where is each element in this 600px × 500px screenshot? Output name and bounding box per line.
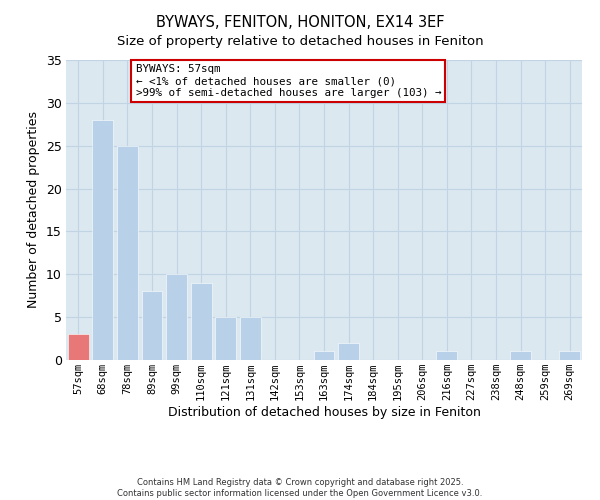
Bar [68, 334, 89, 360]
Bar [166, 274, 187, 360]
Bar [142, 292, 163, 360]
Y-axis label: Number of detached properties: Number of detached properties [28, 112, 40, 308]
Bar [215, 317, 236, 360]
Bar [314, 352, 334, 360]
Text: Size of property relative to detached houses in Feniton: Size of property relative to detached ho… [116, 35, 484, 48]
Text: Contains HM Land Registry data © Crown copyright and database right 2025.
Contai: Contains HM Land Registry data © Crown c… [118, 478, 482, 498]
Bar [92, 120, 113, 360]
Bar [436, 352, 457, 360]
Bar [117, 146, 138, 360]
Text: BYWAYS: 57sqm
← <1% of detached houses are smaller (0)
>99% of semi-detached hou: BYWAYS: 57sqm ← <1% of detached houses a… [136, 64, 441, 98]
Bar [191, 283, 212, 360]
Bar [510, 352, 531, 360]
Bar [559, 352, 580, 360]
Bar [240, 317, 261, 360]
Text: BYWAYS, FENITON, HONITON, EX14 3EF: BYWAYS, FENITON, HONITON, EX14 3EF [156, 15, 444, 30]
X-axis label: Distribution of detached houses by size in Feniton: Distribution of detached houses by size … [167, 406, 481, 419]
Bar [338, 343, 359, 360]
